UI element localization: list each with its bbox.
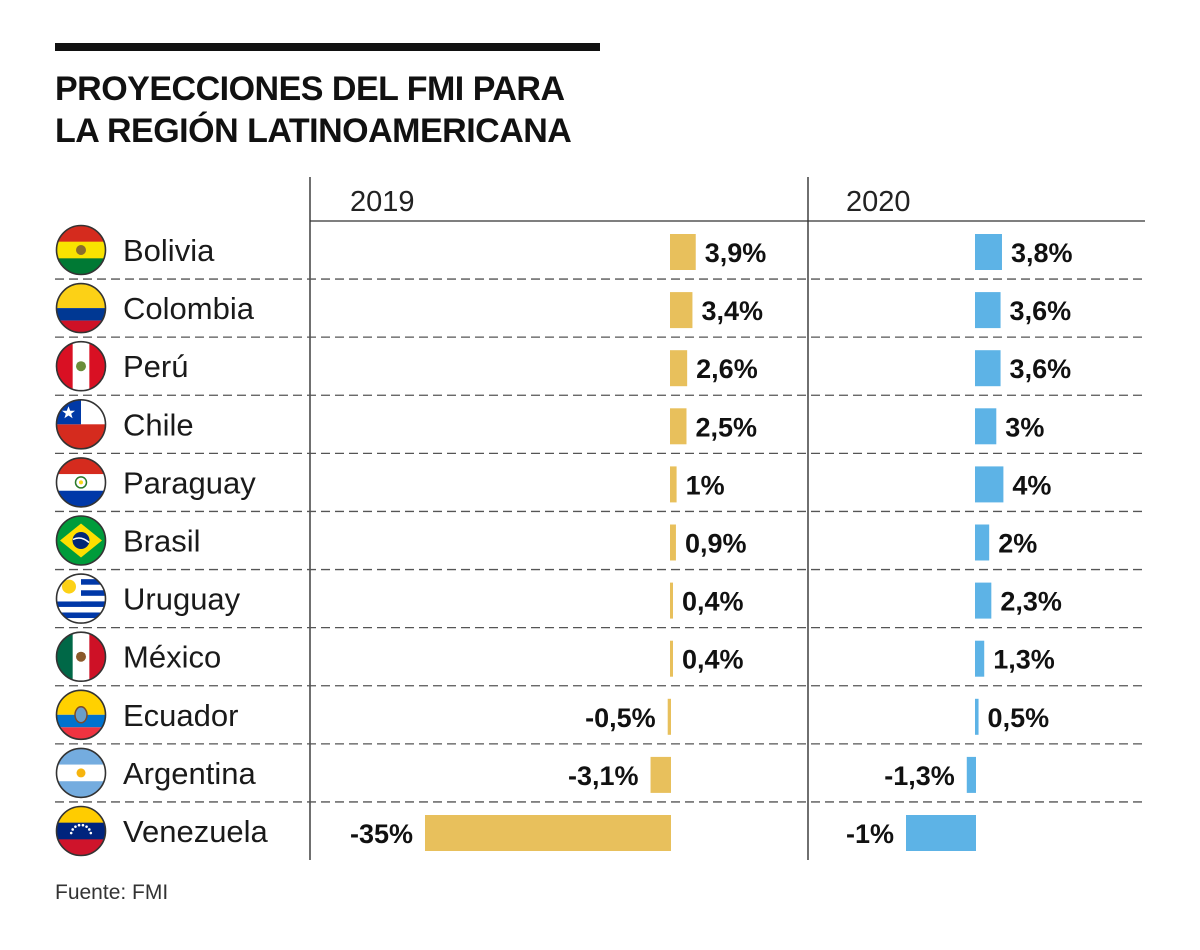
country-label: Perú xyxy=(123,349,188,384)
row-argentina: Argentina -3,1% -1,3% xyxy=(55,747,976,799)
row-peru: Perú 2,6% 3,6% xyxy=(55,340,1072,392)
chart-title: PROYECCIONES DEL FMI PARA LA REGIÓN LATI… xyxy=(55,68,675,152)
country-label: Argentina xyxy=(123,756,256,791)
country-label: Uruguay xyxy=(123,582,241,617)
bar-2020 xyxy=(975,582,992,619)
value-label-2020: -1,3% xyxy=(884,761,955,791)
value-label-2019: 0,9% xyxy=(685,529,747,559)
row-bolivia: Bolivia 3,9% 3,8% xyxy=(55,224,1073,276)
row-venezuela: Venezuela -35% -1% xyxy=(55,805,976,857)
value-label-2019: -0,5% xyxy=(585,703,656,733)
flag-paraguay-icon xyxy=(55,457,107,508)
year-label-2019: 2019 xyxy=(350,186,415,218)
source-note: Fuente: FMI xyxy=(55,881,169,904)
bar-2019 xyxy=(670,640,673,677)
chart-grid xyxy=(55,177,1145,860)
country-label: Ecuador xyxy=(123,698,238,733)
row-paraguay: Paraguay 1% 4% xyxy=(55,457,1051,508)
country-label: México xyxy=(123,640,221,675)
bar-2020 xyxy=(906,815,976,851)
row-brasil: Brasil 0,9% 2% xyxy=(55,515,1037,566)
bar-2019 xyxy=(425,815,671,851)
row-ecuador: Ecuador -0,5% 0,5% xyxy=(55,689,1050,741)
flag-venezuela-icon xyxy=(55,805,107,857)
value-label-2020: 3,6% xyxy=(1010,354,1072,384)
bar-2019 xyxy=(670,466,677,503)
value-label-2019: -35% xyxy=(350,819,413,849)
country-label: Paraguay xyxy=(123,465,256,500)
row-colombia: Colombia 3,4% 3,6% xyxy=(55,282,1072,334)
title-line-1: PROYECCIONES DEL FMI PARA xyxy=(55,70,565,108)
bar-2019 xyxy=(670,350,688,387)
value-label-2020: 1,3% xyxy=(993,645,1055,675)
bar-2019 xyxy=(667,698,671,735)
flag-peru-icon xyxy=(55,340,107,392)
flag-colombia-icon xyxy=(55,282,107,334)
flag-bolivia-icon xyxy=(55,224,107,276)
value-label-2019: 0,4% xyxy=(682,587,744,617)
value-label-2019: 2,5% xyxy=(696,412,758,442)
flag-argentina-icon xyxy=(55,747,107,799)
title-line-2: LA REGIÓN LATINOAMERICANA xyxy=(55,112,572,150)
bar-2020 xyxy=(975,292,1001,329)
flag-ecuador-icon xyxy=(55,689,107,741)
bar-2020 xyxy=(975,698,979,735)
value-label-2019: -3,1% xyxy=(568,761,639,791)
bar-2019 xyxy=(650,756,671,793)
bar-2019 xyxy=(670,408,687,445)
bar-2019 xyxy=(670,292,693,329)
row-mexico: México 0,4% 1,3% xyxy=(55,631,1055,683)
bar-2020 xyxy=(975,640,985,677)
country-label: Brasil xyxy=(123,524,201,559)
value-label-2019: 0,4% xyxy=(682,645,744,675)
bar-2020 xyxy=(975,234,1002,270)
value-label-2020: -1% xyxy=(846,819,894,849)
title-rule xyxy=(55,43,600,51)
country-label: Chile xyxy=(123,407,194,442)
bar-2019 xyxy=(670,234,696,270)
bar-2020 xyxy=(975,408,997,445)
bar-2020 xyxy=(975,466,1004,503)
bar-2020 xyxy=(975,350,1001,387)
flag-mexico-icon xyxy=(55,631,107,683)
flag-uruguay-icon xyxy=(55,573,107,624)
value-label-2019: 1% xyxy=(686,470,725,500)
bar-2019 xyxy=(670,582,673,619)
value-label-2019: 3,9% xyxy=(705,238,767,268)
country-label: Venezuela xyxy=(123,814,269,849)
bar-2019 xyxy=(670,524,676,561)
row-uruguay: Uruguay 0,4% 2,3% xyxy=(55,573,1062,624)
flag-brasil-icon xyxy=(55,515,107,566)
value-label-2020: 4% xyxy=(1012,470,1051,500)
value-label-2020: 3,8% xyxy=(1011,238,1073,268)
value-label-2020: 2% xyxy=(998,529,1037,559)
year-label-2020: 2020 xyxy=(846,186,911,218)
value-label-2020: 2,3% xyxy=(1000,587,1062,617)
bar-2020 xyxy=(966,756,976,793)
row-chile: Chile 2,5% 3% xyxy=(55,398,1044,450)
value-label-2020: 3,6% xyxy=(1010,296,1072,326)
value-label-2020: 3% xyxy=(1005,412,1044,442)
value-label-2019: 2,6% xyxy=(696,354,758,384)
bar-2020 xyxy=(975,524,990,561)
value-label-2020: 0,5% xyxy=(988,703,1050,733)
year-headers: 2019 2020 xyxy=(350,186,911,218)
flag-chile-icon xyxy=(55,398,107,450)
value-label-2019: 3,4% xyxy=(701,296,763,326)
country-label: Bolivia xyxy=(123,233,215,268)
chart-rows: Bolivia 3,9% 3,8% Colombia 3,4% 3,6% Perú 2,6% 3… xyxy=(55,224,1073,857)
country-label: Colombia xyxy=(123,291,255,326)
